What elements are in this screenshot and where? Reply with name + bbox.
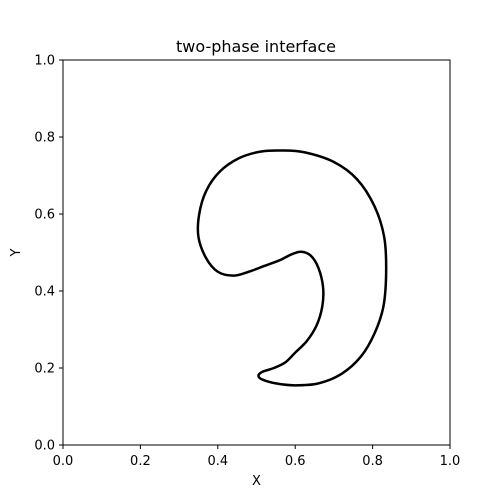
y-tick-label: 0.4 xyxy=(34,285,55,300)
y-tick-label: 0.2 xyxy=(34,362,55,377)
interface-contour-line xyxy=(196,149,388,387)
x-tick-label: 0.4 xyxy=(207,454,228,469)
axes-frame xyxy=(62,59,451,446)
y-tick-label: 1.0 xyxy=(34,54,55,69)
x-tick-label: 0.8 xyxy=(362,454,383,469)
plot-area xyxy=(196,149,388,387)
axis-ticks: 0.0 0.2 0.4 0.6 0.8 1.0 0.0 0.2 0.4 0.6 0.8 1.0 xyxy=(34,54,460,470)
y-tick-label: 0.6 xyxy=(34,208,55,223)
y-tick-label: 0.0 xyxy=(34,439,55,454)
x-tick-label: 0.0 xyxy=(53,454,74,469)
chart-title: two-phase interface xyxy=(176,37,336,56)
x-tick-label: 0.2 xyxy=(130,454,151,469)
y-axis-label: Y xyxy=(9,248,24,257)
x-tick-label: 1.0 xyxy=(440,454,461,469)
x-tick-label: 0.6 xyxy=(285,454,306,469)
y-tick-label: 0.8 xyxy=(34,131,55,146)
x-axis-label: X xyxy=(252,474,261,489)
